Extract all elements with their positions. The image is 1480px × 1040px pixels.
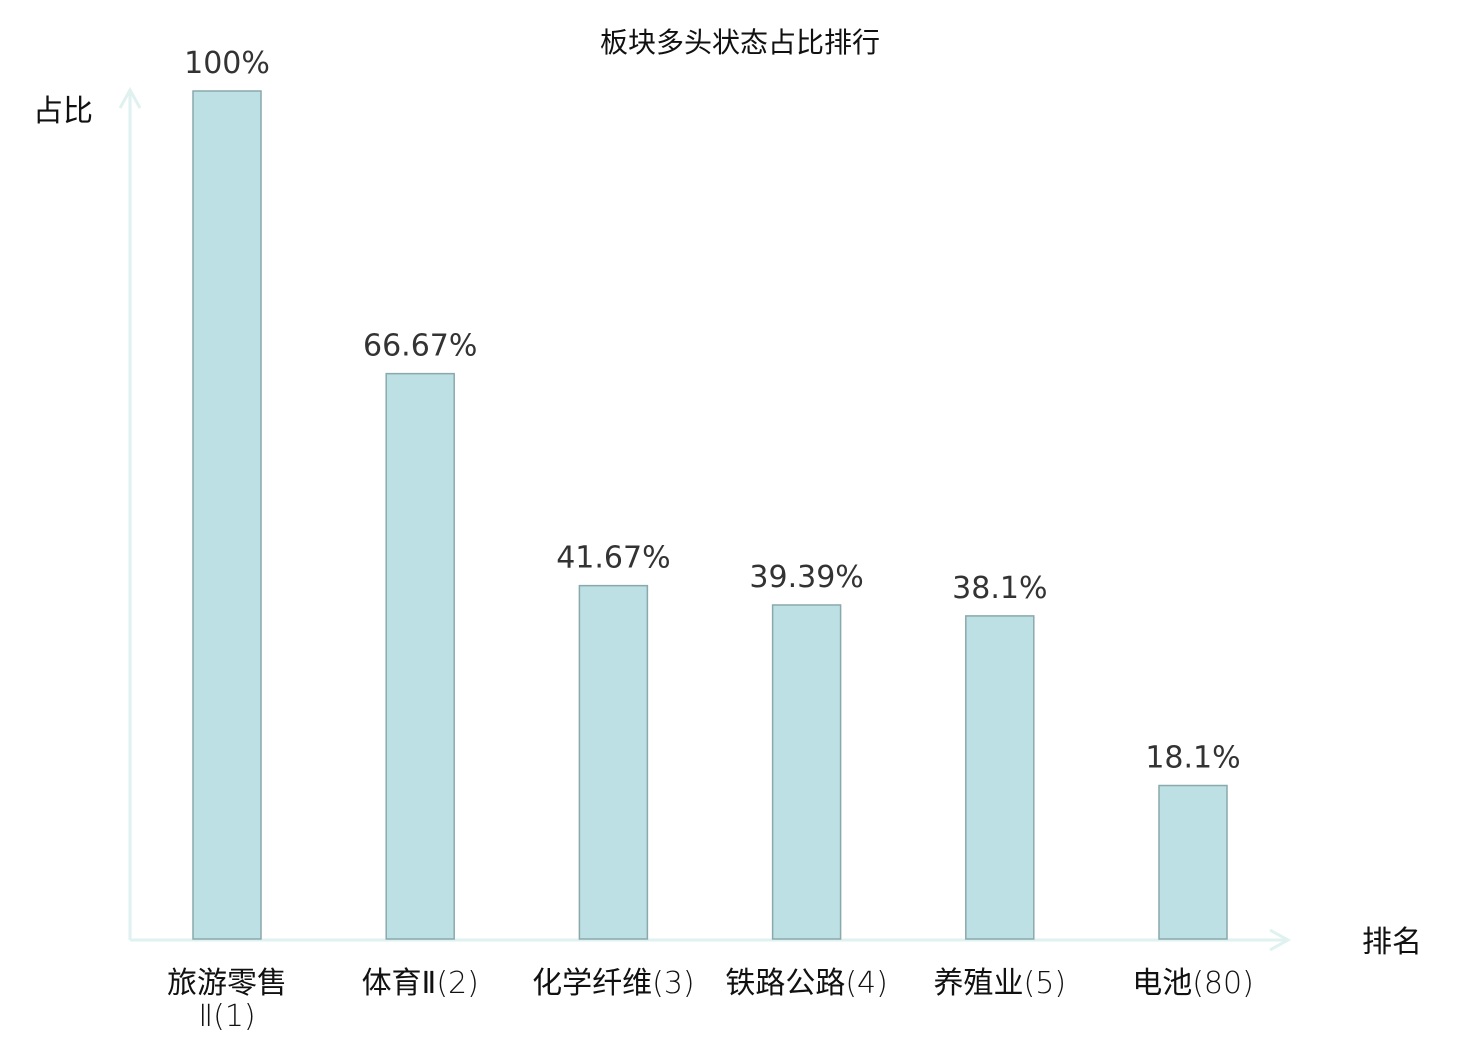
category-rank: (80) <box>1192 966 1254 1001</box>
category-name: 旅游零售 <box>167 966 287 1001</box>
y-axis-arrow-icon <box>118 86 142 109</box>
category-name: 电池 <box>1132 966 1192 1001</box>
data-label: 66.67% <box>363 329 477 364</box>
data-label: 39.39% <box>749 560 863 595</box>
category-rank: (2) <box>436 966 479 1001</box>
x-tick-label: 旅游零售 <box>167 966 287 1001</box>
category-rank: (1) <box>213 999 256 1034</box>
data-label: 38.1% <box>952 571 1047 606</box>
category-name: 养殖业 <box>934 966 1024 1001</box>
x-tick-label: 体育Ⅱ(2) <box>362 966 479 1001</box>
bar <box>965 615 1035 940</box>
category-name: 化学纤维 <box>532 966 652 1001</box>
bar <box>192 90 262 940</box>
y-axis-label: 占比 <box>33 94 93 129</box>
category-name: 铁路公路 <box>725 966 845 1001</box>
axes <box>118 86 1292 952</box>
x-tick-label: 铁路公路(4) <box>725 966 888 1001</box>
data-label: 18.1% <box>1145 741 1240 776</box>
category-name-cont: Ⅱ <box>198 999 213 1034</box>
x-tick-label-line2: Ⅱ(1) <box>198 999 255 1034</box>
data-label: 41.67% <box>556 541 670 576</box>
category-rank: (5) <box>1024 966 1067 1001</box>
category-name: 体育Ⅱ <box>362 966 437 1001</box>
x-axis-label: 排名 <box>1362 925 1422 960</box>
bar <box>578 584 649 940</box>
x-tick-label: 电池(80) <box>1132 966 1254 1001</box>
x-tick-label: 化学纤维(3) <box>532 966 695 1001</box>
category-rank: (4) <box>845 966 888 1001</box>
bar <box>385 372 455 940</box>
bar <box>1158 784 1228 940</box>
x-tick-label: 养殖业(5) <box>934 966 1067 1001</box>
chart-title: 板块多头状态占比排行 <box>600 26 880 59</box>
data-label: 100% <box>184 46 270 81</box>
bar <box>771 604 842 940</box>
x-axis-arrow-icon <box>1269 928 1292 952</box>
category-rank: (3) <box>652 966 695 1001</box>
